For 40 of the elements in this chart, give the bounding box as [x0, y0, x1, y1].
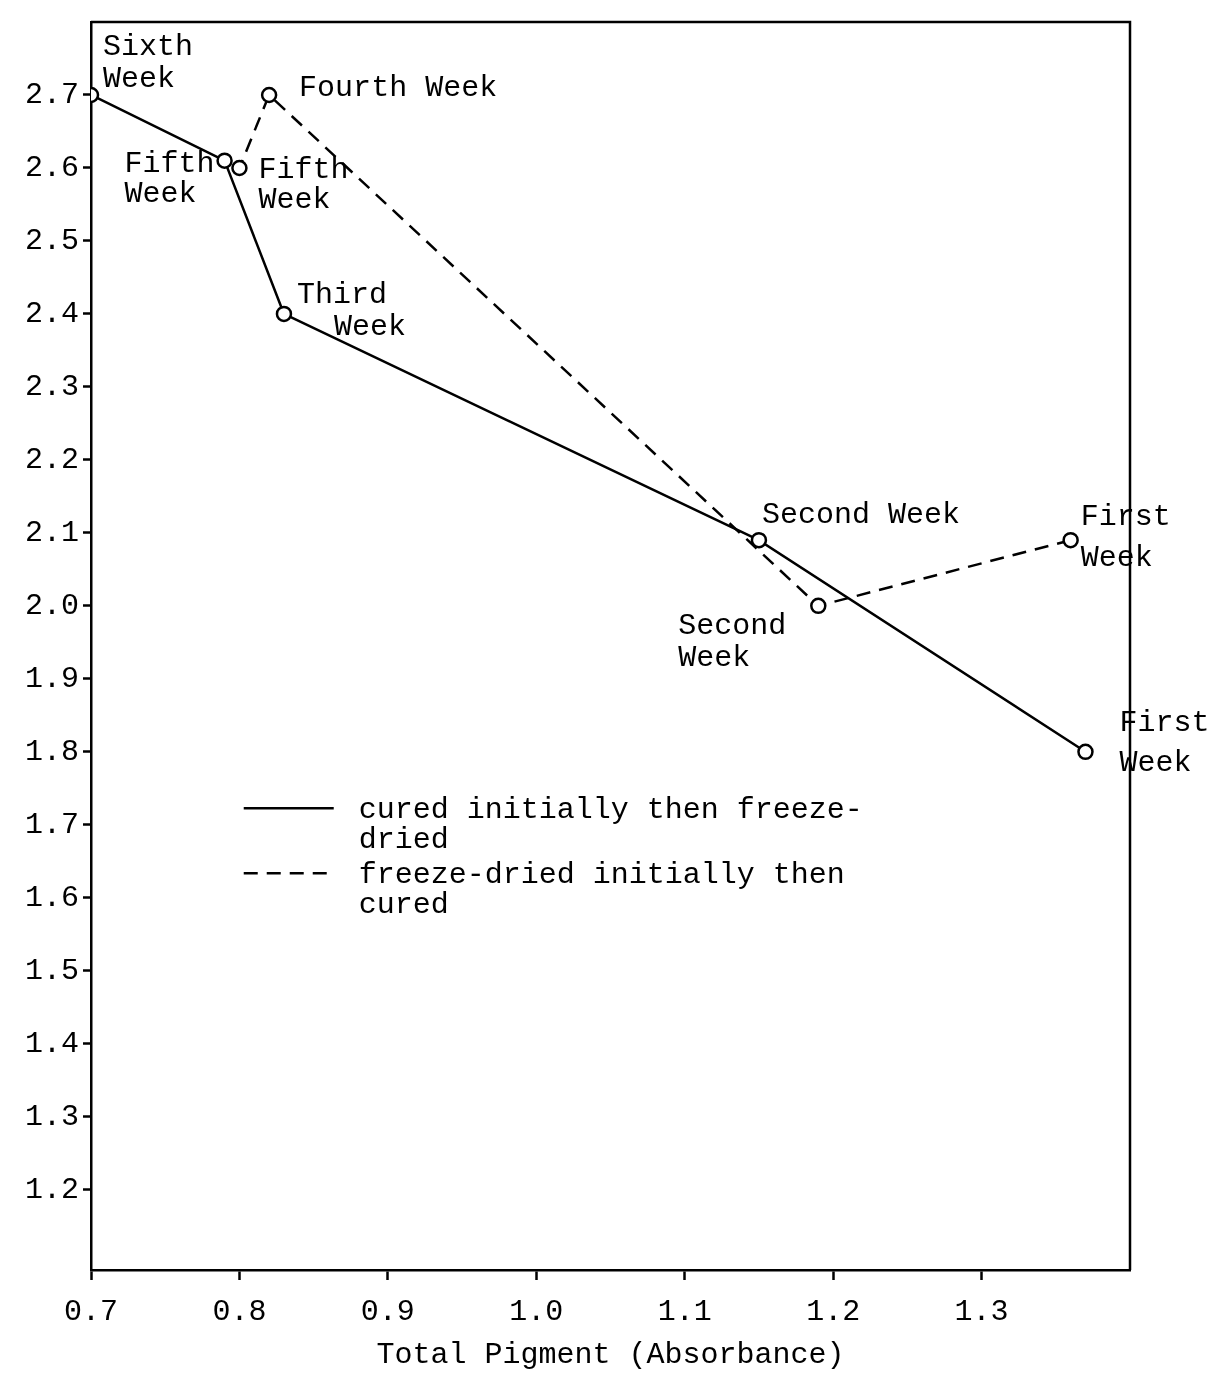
annotation: Fifth Week: [258, 152, 349, 217]
annotation: Second Week: [678, 608, 787, 675]
point: [1062, 531, 1079, 549]
x-tick-label: 0.8: [212, 1294, 267, 1329]
y-tick-label: 1.4: [24, 1026, 79, 1061]
y-tick-label: 1.6: [24, 880, 79, 915]
legend-label: freeze-dried initially then cured: [358, 858, 845, 923]
x-tick-label: 1.3: [954, 1294, 1009, 1329]
annotation: Third Week: [296, 277, 406, 344]
y-tick-label: 1.5: [24, 953, 79, 988]
y-tick-label: 1.8: [24, 734, 79, 769]
y-tick-label: 2.7: [24, 77, 79, 112]
y-tick-label: 2.1: [24, 515, 79, 550]
x-tick-label: 1.0: [509, 1294, 564, 1329]
x-tick-label: 1.2: [806, 1294, 861, 1329]
y-tick-label: 2.0: [24, 588, 79, 623]
annotation: Fourth Week: [299, 70, 498, 105]
x-axis-title: Total Pigment (Absorbance): [376, 1337, 845, 1372]
y-tick-label: 2.3: [24, 369, 79, 404]
x-tick-label: 0.9: [360, 1294, 415, 1329]
y-tick-label: 1.2: [24, 1172, 79, 1207]
y-tick-label: 2.5: [24, 223, 79, 258]
y-tick-label: 2.2: [24, 442, 79, 477]
point: [260, 86, 278, 104]
point: [231, 159, 248, 177]
annotation: Fifth Week: [124, 146, 215, 211]
point: [1077, 743, 1094, 761]
point: [216, 152, 233, 169]
y-tick-label: 2.4: [24, 296, 79, 331]
y-tick-label: 1.3: [24, 1099, 79, 1134]
point: [275, 305, 293, 323]
x-tick-label: 1.1: [657, 1294, 712, 1329]
y-tick-label: 1.9: [24, 661, 79, 696]
point: [750, 531, 768, 549]
x-tick-label: 0.7: [63, 1294, 119, 1329]
point: [810, 597, 827, 615]
y-tick-label: 1.7: [24, 807, 79, 842]
y-tick-label: 2.6: [24, 150, 79, 185]
annotation: Sixth Week: [103, 29, 194, 96]
annotation: Second Week: [761, 498, 960, 533]
